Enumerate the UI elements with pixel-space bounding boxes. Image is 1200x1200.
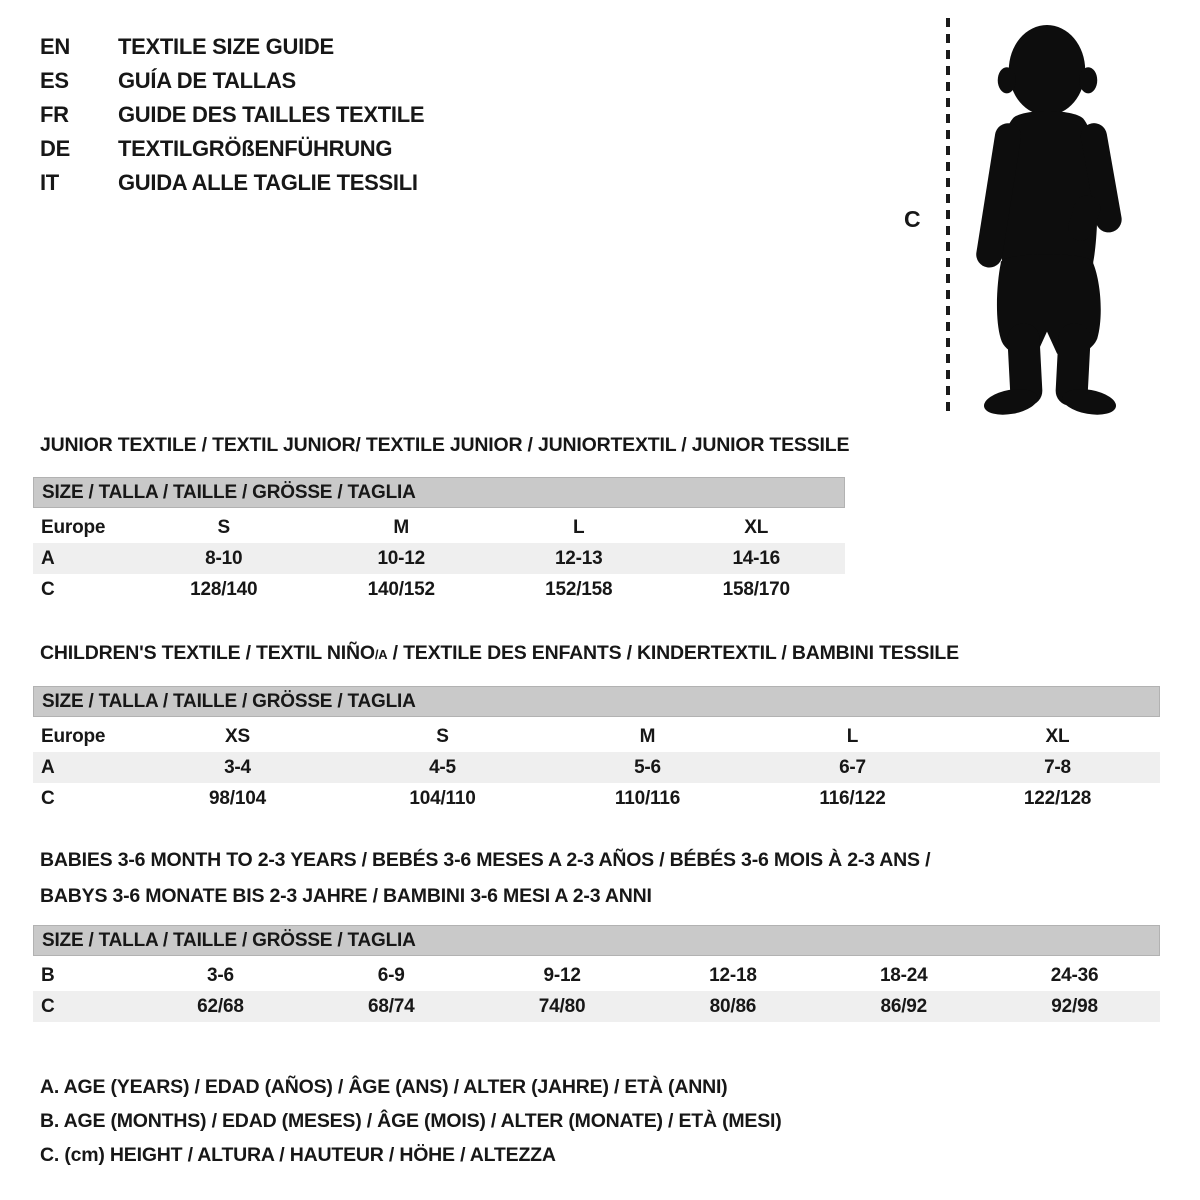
language-code: ES [40, 68, 69, 93]
height-cell: 152/158 [545, 578, 613, 600]
size-table-children: SIZE / TALLA / TAILLE / GRÖSSE / TAGLIA … [33, 686, 1160, 814]
table-row-months: B 3-6 6-9 9-12 12-18 18-24 24-36 [33, 960, 1160, 991]
row-label: Europe [41, 516, 106, 538]
size-cell: L [573, 516, 585, 538]
table-row-europe: Europe S M L XL [33, 512, 845, 543]
language-header: EN TEXTILE SIZE GUIDE ES GUÍA DE TALLAS … [40, 30, 425, 200]
months-cell: 3-6 [206, 964, 234, 986]
language-label: TEXTILGRÖßENFÜHRUNG [118, 136, 393, 161]
height-cell: 74/80 [538, 995, 586, 1017]
height-cell: 68/74 [367, 995, 415, 1017]
height-cell: 158/170 [722, 578, 790, 600]
section-title-babies-line2: BABYS 3-6 MONATE BIS 2-3 JAHRE / BAMBINI… [40, 885, 652, 907]
height-cell: 110/116 [614, 787, 681, 809]
section-title-children-prefix: CHILDREN'S TEXTILE / TEXTIL NIÑO [40, 642, 375, 664]
age-cell: 14-16 [732, 547, 781, 569]
size-cell: M [393, 516, 410, 538]
language-row: EN TEXTILE SIZE GUIDE [40, 30, 424, 64]
legend-line-a: A. AGE (YEARS) / EDAD (AÑOS) / ÂGE (ANS)… [40, 1076, 728, 1098]
table-row-europe: Europe XS S M L XL [33, 721, 1160, 752]
height-cell: 98/104 [209, 787, 266, 809]
row-label: Europe [41, 725, 106, 747]
months-cell: 9-12 [543, 964, 581, 986]
toddler-silhouette-icon [976, 25, 1122, 415]
language-label: GUIDA ALLE TAGLIE TESSILI [118, 170, 418, 195]
months-cell: 18-24 [879, 964, 928, 986]
row-label: C [41, 787, 55, 809]
language-code: EN [40, 34, 70, 59]
age-cell: 6-7 [839, 756, 866, 778]
size-table-babies: SIZE / TALLA / TAILLE / GRÖSSE / TAGLIA … [33, 925, 1160, 1022]
table-row-height: C 62/68 68/74 74/80 80/86 86/92 92/98 [33, 991, 1160, 1022]
height-cell: 80/86 [709, 995, 757, 1017]
height-cell: 86/92 [880, 995, 928, 1017]
language-row: ES GUÍA DE TALLAS [40, 64, 424, 98]
language-row: IT GUIDA ALLE TAGLIE TESSILI [40, 166, 424, 200]
language-row: DE TEXTILGRÖßENFÜHRUNG [40, 132, 424, 166]
height-cell: 122/128 [1023, 787, 1092, 809]
age-cell: 7-8 [1044, 756, 1071, 778]
table-row-age: A 8-10 10-12 12-13 14-16 [33, 543, 845, 574]
language-label: GUIDE DES TAILLES TEXTILE [118, 102, 425, 127]
section-title-babies-line1: BABIES 3-6 MONTH TO 2-3 YEARS / BEBÉS 3-… [40, 849, 931, 871]
size-cell: S [217, 516, 231, 538]
section-title-babies: BABIES 3-6 MONTH TO 2-3 YEARS / BEBÉS 3-… [40, 842, 930, 914]
height-cell: 116/122 [819, 787, 886, 809]
height-dash-line [946, 18, 950, 416]
legend-line-b: B. AGE (MONTHS) / EDAD (MESES) / ÂGE (MO… [40, 1110, 782, 1132]
height-cell: 92/98 [1051, 995, 1098, 1017]
section-title-junior: JUNIOR TEXTILE / TEXTIL JUNIOR/ TEXTILE … [40, 434, 850, 456]
language-code: FR [40, 102, 69, 127]
row-label: B [41, 964, 55, 986]
size-table-header: SIZE / TALLA / TAILLE / GRÖSSE / TAGLIA [33, 477, 845, 508]
height-cell: 104/110 [409, 787, 476, 809]
size-table-junior: SIZE / TALLA / TAILLE / GRÖSSE / TAGLIA … [33, 477, 845, 605]
age-cell: 3-4 [224, 756, 251, 778]
months-cell: 24-36 [1050, 964, 1099, 986]
size-cell: XL [744, 516, 769, 538]
age-cell: 10-12 [377, 547, 426, 569]
language-code: IT [40, 170, 59, 195]
legend: A. AGE (YEARS) / EDAD (AÑOS) / ÂGE (ANS)… [40, 1070, 782, 1172]
table-row-age: A 3-4 4-5 5-6 6-7 7-8 [33, 752, 1160, 783]
size-cell: XL [1045, 725, 1070, 747]
table-row-height: C 98/104 104/110 110/116 116/122 122/128 [33, 783, 1160, 814]
row-label: A [41, 547, 55, 569]
section-title-children-sub: /A [374, 647, 388, 662]
section-title-children-suffix: / TEXTILE DES ENFANTS / KINDERTEXTIL / B… [387, 642, 960, 664]
size-table-header: SIZE / TALLA / TAILLE / GRÖSSE / TAGLIA [33, 686, 1160, 717]
size-table-header: SIZE / TALLA / TAILLE / GRÖSSE / TAGLIA [33, 925, 1160, 956]
age-cell: 8-10 [205, 547, 243, 569]
height-cell: 128/140 [190, 578, 258, 600]
language-row: FR GUIDE DES TAILLES TEXTILE [40, 98, 425, 132]
size-cell: L [846, 725, 859, 747]
language-label: TEXTILE SIZE GUIDE [118, 34, 334, 59]
height-cell: 62/68 [197, 995, 244, 1017]
table-row-height: C 128/140 140/152 152/158 158/170 [33, 574, 845, 605]
section-title-children: CHILDREN'S TEXTILE / TEXTIL NIÑO/A / TEX… [40, 642, 959, 665]
months-cell: 6-9 [377, 964, 405, 986]
size-cell: S [436, 725, 449, 747]
months-cell: 12-18 [709, 964, 757, 986]
size-cell: M [639, 725, 656, 747]
legend-line-c: C. (cm) HEIGHT / ALTURA / HAUTEUR / HÖHE… [40, 1144, 556, 1166]
row-label: C [41, 578, 55, 600]
height-cell: 140/152 [367, 578, 435, 600]
age-cell: 5-6 [634, 756, 661, 778]
row-label: A [41, 756, 55, 778]
language-label: GUÍA DE TALLAS [118, 68, 296, 93]
age-cell: 12-13 [554, 547, 603, 569]
height-marker-label: C [904, 206, 921, 232]
row-label: C [41, 995, 55, 1017]
language-code: DE [40, 136, 70, 161]
size-cell: XS [225, 725, 250, 747]
age-cell: 4-5 [429, 756, 456, 778]
